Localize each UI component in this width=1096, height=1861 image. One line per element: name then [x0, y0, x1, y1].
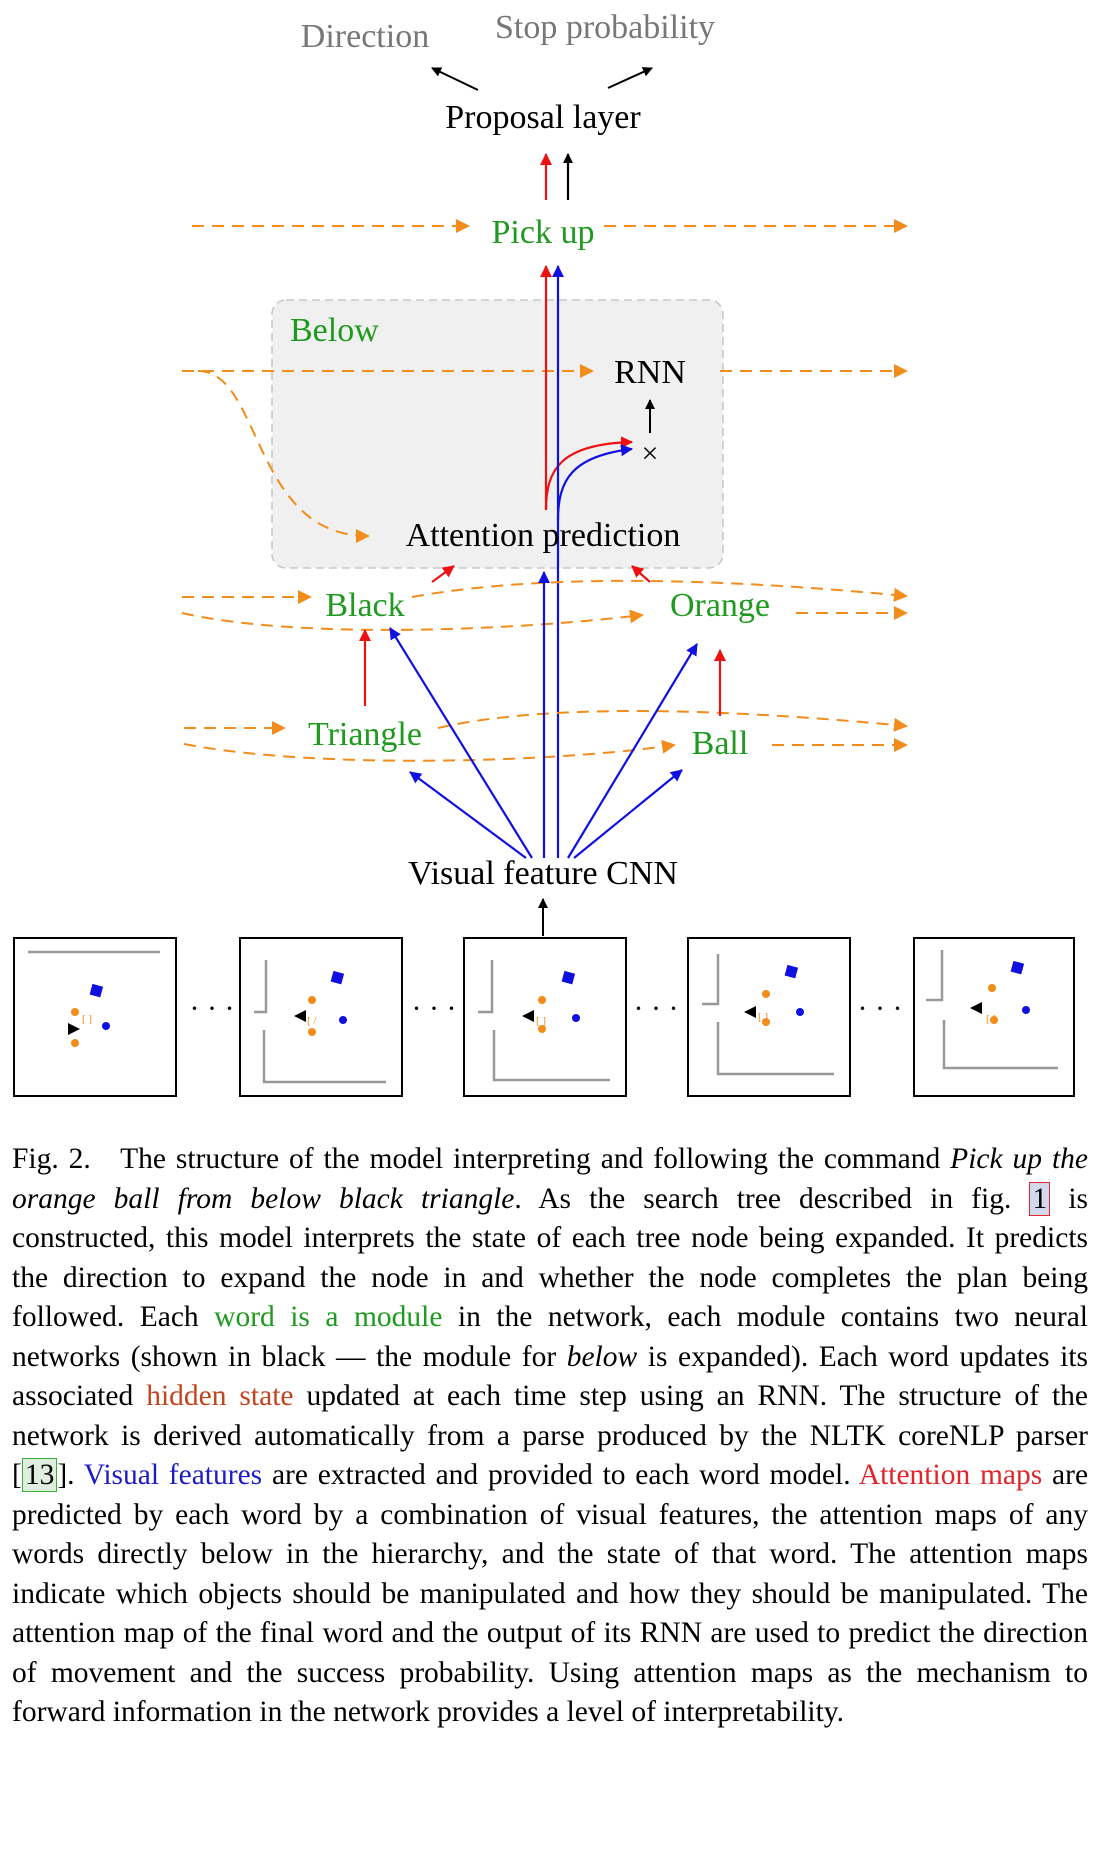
caption-text-5: is expanded). Each word updates its asso…	[12, 1340, 1089, 1413]
below-module-box	[271, 299, 724, 569]
frame-ellipsis-1: · · ·	[190, 992, 235, 1025]
model-structure-diagram: Direction Stop probability Proposal laye…	[13, 9, 1075, 1097]
attention-prediction-label: Attention prediction	[406, 517, 681, 554]
caption-text-9: are predicted by each word by a combinat…	[12, 1459, 1089, 1728]
orange-attention-arrow	[631, 565, 651, 583]
frame-ellipsis-3: · · ·	[634, 992, 679, 1025]
frame-ellipsis-2: · · ·	[412, 992, 457, 1025]
pickup-module-label: Pick up	[492, 214, 595, 251]
triangle-module-label: Triangle	[308, 716, 422, 753]
direction-output-label: Direction	[301, 18, 429, 55]
caption-red-highlight: Attention maps	[858, 1459, 1043, 1491]
caption-text-3: is constructed, this model interprets th…	[12, 1182, 1089, 1334]
svg-text:[ ]: [ ]	[986, 1013, 996, 1025]
caption-text-2: . As the search tree described in fig.	[514, 1182, 1012, 1215]
rnn-label: RNN	[614, 354, 686, 391]
figure-caption: Fig. 2. The structure of the model inter…	[12, 1140, 1088, 1733]
caption-green-highlight: word is a module	[214, 1301, 443, 1333]
observation-frame-5: [ ]	[913, 937, 1075, 1097]
caption-command: Pick up the orange ball from below black…	[12, 1143, 1088, 1215]
caption-text-7: .	[67, 1459, 75, 1491]
proposal-layer-label: Proposal layer	[445, 99, 641, 136]
visual-to-ball-blue	[573, 769, 683, 859]
visual-to-black-blue	[389, 627, 533, 859]
citation-bracket-close: ]	[57, 1459, 68, 1491]
below-module-label: Below	[290, 312, 379, 349]
observation-frame-3: [ ]	[463, 937, 627, 1097]
stop-probability-output-label: Stop probability	[495, 9, 715, 46]
black-attention-arrow	[431, 565, 455, 583]
caption-orange-highlight: hidden state	[146, 1380, 294, 1412]
svg-text:[ ]: [ ]	[758, 1011, 768, 1023]
frame-ellipsis-4: · · ·	[858, 992, 903, 1025]
observation-frame-2: [ /	[239, 937, 403, 1097]
ball-hidden-in	[183, 739, 676, 762]
orange-hidden-in	[181, 609, 644, 631]
multiply-symbol: ×	[642, 437, 659, 470]
stop-probability-arrow	[607, 67, 653, 89]
ball-module-label: Ball	[692, 725, 749, 762]
visual-to-triangle-blue	[409, 771, 527, 859]
caption-fig-label: Fig. 2.	[12, 1143, 91, 1175]
caption-below-word: below	[566, 1340, 638, 1373]
citation-link[interactable]: 13	[21, 1458, 58, 1492]
black-hidden-out	[411, 579, 908, 602]
visual-feature-cnn-label: Visual feature CNN	[408, 855, 678, 892]
orange-module-label: Orange	[670, 587, 770, 624]
black-module-label: Black	[325, 587, 404, 624]
caption-text-8: are extracted and provided to each word …	[271, 1459, 851, 1491]
observation-frame-1: [ ]	[13, 937, 177, 1097]
triangle-hidden-out	[437, 710, 908, 732]
visual-to-orange-blue	[567, 643, 698, 859]
observation-frame-4: [ ]	[687, 937, 851, 1097]
svg-text:[ ]: [ ]	[82, 1013, 92, 1025]
direction-arrow	[431, 67, 479, 91]
citation-bracket-open: [	[12, 1459, 22, 1491]
caption-text-6: updated at each time step using an RNN. …	[12, 1380, 1089, 1452]
caption-text-4: in the network, each module contains two…	[12, 1301, 1088, 1373]
svg-text:[ /: [ /	[307, 1015, 317, 1027]
caption-blue-highlight: Visual features	[83, 1459, 263, 1491]
below-hidden-to-attention	[197, 370, 370, 543]
figure-reference-link[interactable]: 1	[1029, 1181, 1051, 1216]
svg-text:[ ]: [ ]	[536, 1015, 546, 1027]
caption-text-1: The structure of the model interpreting …	[120, 1143, 941, 1175]
